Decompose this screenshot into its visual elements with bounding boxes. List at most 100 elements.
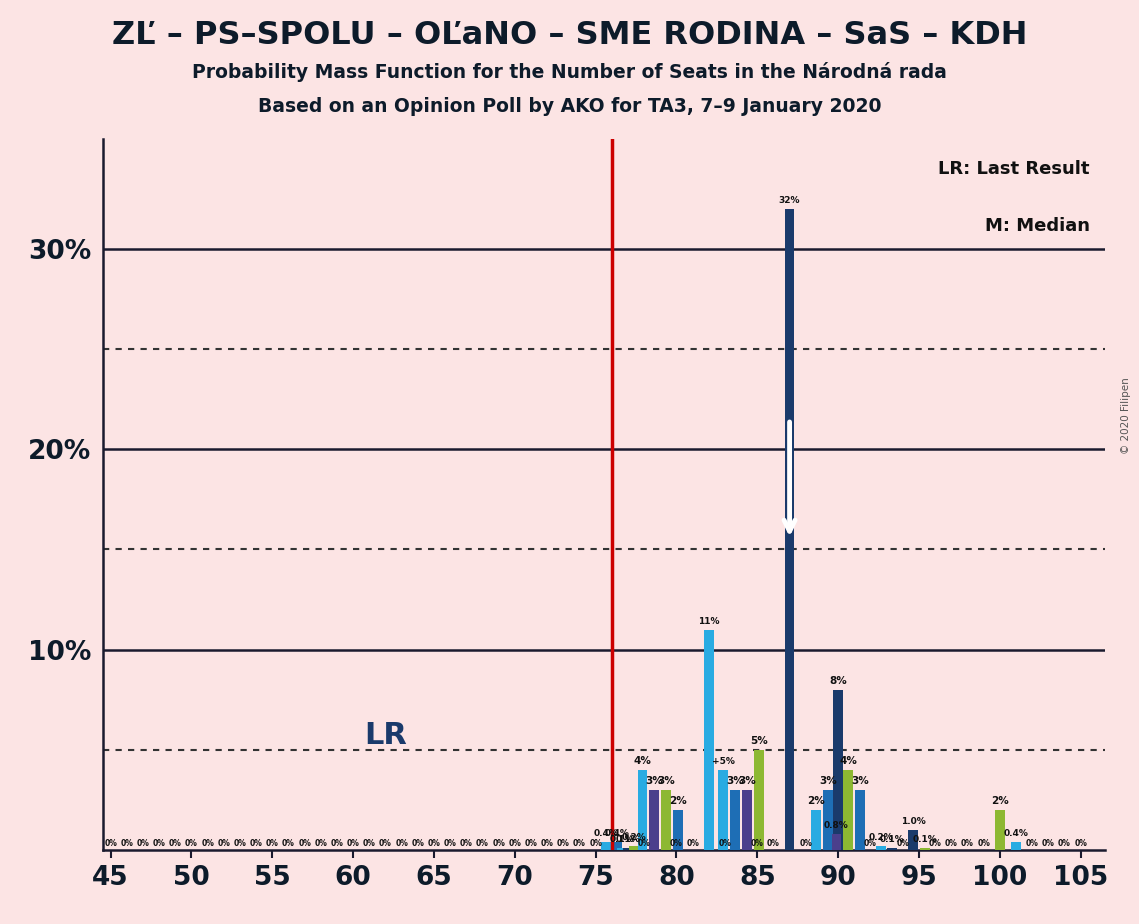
Text: 0%: 0% — [524, 840, 538, 848]
Bar — [662, 790, 671, 850]
Text: 32%: 32% — [779, 196, 801, 205]
Text: 0%: 0% — [800, 840, 812, 848]
Text: 4%: 4% — [839, 756, 858, 766]
Text: 0%: 0% — [928, 840, 942, 848]
Text: 0%: 0% — [233, 840, 246, 848]
Bar — [638, 770, 647, 850]
Text: 2%: 2% — [808, 796, 825, 806]
Bar — [673, 810, 683, 850]
Text: 0%: 0% — [961, 840, 974, 848]
Text: 0%: 0% — [265, 840, 279, 848]
Text: 0%: 0% — [218, 840, 230, 848]
Text: 0.1%: 0.1% — [912, 835, 937, 844]
Text: Based on an Opinion Poll by AKO for TA3, 7–9 January 2020: Based on an Opinion Poll by AKO for TA3,… — [257, 97, 882, 116]
Text: LR: Last Result: LR: Last Result — [939, 160, 1090, 178]
Bar — [876, 846, 886, 850]
Text: 0%: 0% — [363, 840, 376, 848]
Text: 0%: 0% — [121, 840, 133, 848]
Bar — [887, 848, 898, 850]
Text: 0%: 0% — [945, 840, 958, 848]
Text: 0.1%: 0.1% — [879, 835, 904, 844]
Text: ZĽ – PS–SPOLU – OĽaNO – SME RODINA – SaS – KDH: ZĽ – PS–SPOLU – OĽaNO – SME RODINA – SaS… — [112, 20, 1027, 52]
Text: 0%: 0% — [411, 840, 424, 848]
Text: 0%: 0% — [1074, 840, 1087, 848]
Text: 0%: 0% — [330, 840, 343, 848]
Text: 0.2%: 0.2% — [621, 833, 646, 842]
Text: 0.4%: 0.4% — [1003, 829, 1029, 838]
Text: 3%: 3% — [819, 776, 837, 786]
Text: 0%: 0% — [751, 840, 763, 848]
Bar — [920, 848, 929, 850]
Bar — [704, 629, 714, 850]
Text: 0%: 0% — [202, 840, 214, 848]
Text: 0%: 0% — [104, 840, 117, 848]
Text: 0.8%: 0.8% — [825, 821, 849, 830]
Text: 1.0%: 1.0% — [901, 817, 925, 826]
Text: 3%: 3% — [851, 776, 869, 786]
Text: 0%: 0% — [896, 840, 909, 848]
Text: 4%: 4% — [633, 756, 652, 766]
Bar — [730, 790, 740, 850]
Text: 0%: 0% — [977, 840, 990, 848]
Bar — [834, 689, 843, 850]
Bar — [1011, 842, 1021, 850]
Text: 0.1%: 0.1% — [609, 835, 634, 844]
Text: 0%: 0% — [346, 840, 360, 848]
Text: 0%: 0% — [541, 840, 554, 848]
Text: 0%: 0% — [1058, 840, 1071, 848]
Bar — [743, 790, 752, 850]
Text: 0%: 0% — [444, 840, 457, 848]
Text: 0%: 0% — [395, 840, 408, 848]
Bar — [613, 842, 622, 850]
Text: M: Median: M: Median — [985, 217, 1090, 235]
Text: 0%: 0% — [865, 840, 877, 848]
Text: 0%: 0% — [589, 840, 603, 848]
Text: Probability Mass Function for the Number of Seats in the Národná rada: Probability Mass Function for the Number… — [192, 62, 947, 82]
Text: 0%: 0% — [638, 840, 650, 848]
Text: 3%: 3% — [727, 776, 744, 786]
Bar — [811, 810, 821, 850]
Text: 0%: 0% — [1042, 840, 1055, 848]
Text: 0%: 0% — [767, 840, 780, 848]
Text: 0%: 0% — [476, 840, 489, 848]
Text: 0%: 0% — [719, 840, 731, 848]
Text: 3%: 3% — [657, 776, 675, 786]
Bar — [855, 790, 866, 850]
Text: 11%: 11% — [698, 616, 720, 626]
Bar — [623, 848, 633, 850]
Bar — [831, 834, 842, 850]
Text: 2%: 2% — [669, 796, 687, 806]
Text: 0%: 0% — [573, 840, 585, 848]
Text: 0%: 0% — [314, 840, 327, 848]
Text: 0%: 0% — [557, 840, 570, 848]
Bar — [908, 830, 918, 850]
Bar — [823, 790, 833, 850]
Text: 0.4%: 0.4% — [605, 829, 630, 838]
Text: 3%: 3% — [738, 776, 756, 786]
Text: 0%: 0% — [298, 840, 311, 848]
Text: 0%: 0% — [670, 840, 683, 848]
Text: LR: LR — [364, 722, 407, 750]
Text: 0%: 0% — [460, 840, 473, 848]
Bar — [649, 790, 659, 850]
Text: 0%: 0% — [137, 840, 149, 848]
Text: 0%: 0% — [249, 840, 262, 848]
Text: 0%: 0% — [282, 840, 295, 848]
Bar — [629, 846, 639, 850]
Text: 0%: 0% — [153, 840, 165, 848]
Text: 0%: 0% — [379, 840, 392, 848]
Text: 5%: 5% — [749, 736, 768, 746]
Text: 0%: 0% — [185, 840, 198, 848]
Text: 0%: 0% — [492, 840, 505, 848]
Text: 0.2%: 0.2% — [869, 833, 893, 842]
Text: 0%: 0% — [427, 840, 441, 848]
Bar — [994, 810, 1005, 850]
Text: 0.1%: 0.1% — [615, 835, 640, 844]
Text: 0%: 0% — [508, 840, 522, 848]
Text: 0%: 0% — [1025, 840, 1039, 848]
Text: 0.4%: 0.4% — [593, 829, 618, 838]
Bar — [617, 848, 628, 850]
Text: 3%: 3% — [646, 776, 663, 786]
Text: © 2020 Filipen: © 2020 Filipen — [1121, 377, 1131, 455]
Text: +5%: +5% — [712, 757, 735, 766]
